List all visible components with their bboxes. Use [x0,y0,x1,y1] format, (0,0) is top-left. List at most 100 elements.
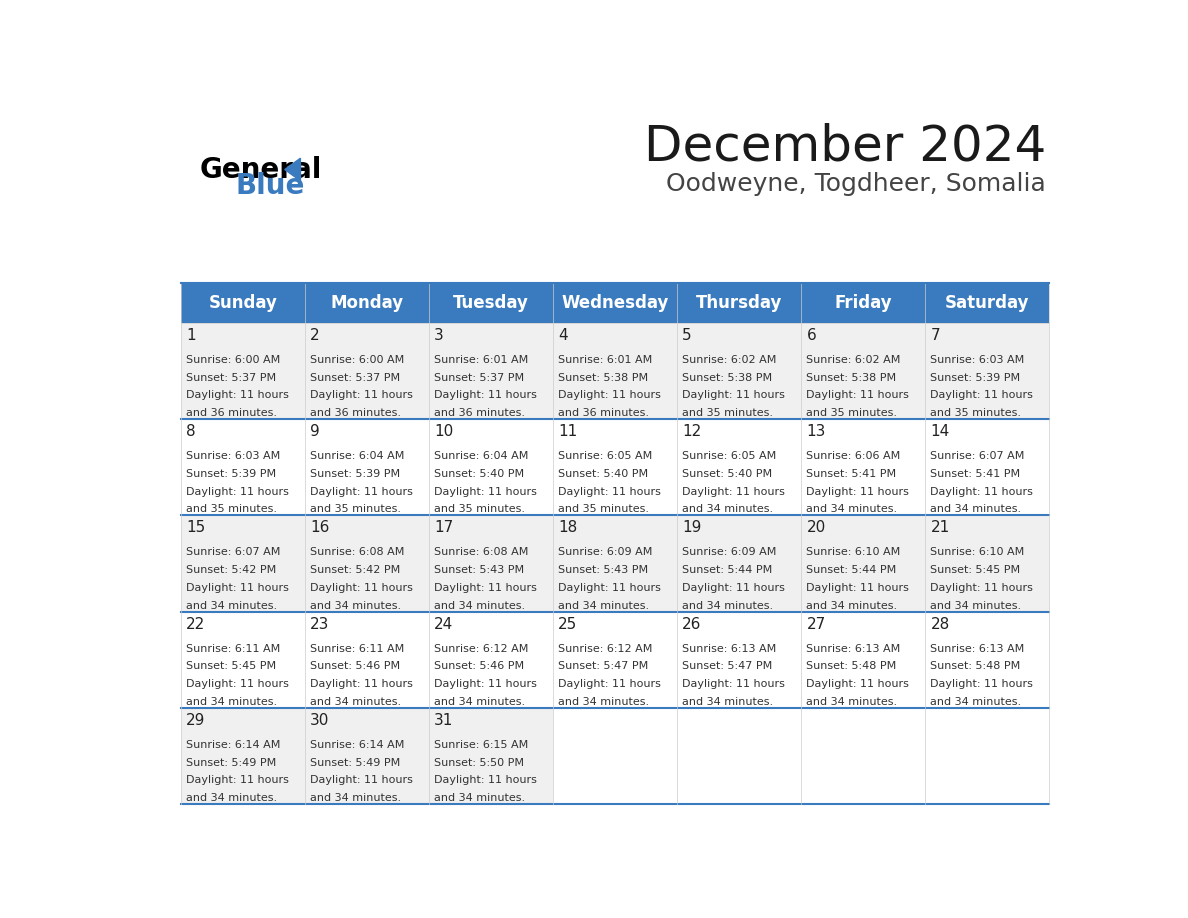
Text: Sunset: 5:47 PM: Sunset: 5:47 PM [682,661,772,671]
Text: 19: 19 [682,521,702,535]
Text: Daylight: 11 hours: Daylight: 11 hours [187,487,289,497]
Text: and 34 minutes.: and 34 minutes. [682,600,773,610]
Text: Sunset: 5:41 PM: Sunset: 5:41 PM [930,469,1020,479]
Bar [677,611,801,708]
Text: Sunrise: 6:09 AM: Sunrise: 6:09 AM [558,547,652,557]
Text: Daylight: 11 hours: Daylight: 11 hours [807,583,909,593]
Text: Sunset: 5:39 PM: Sunset: 5:39 PM [930,373,1020,383]
Text: and 35 minutes.: and 35 minutes. [187,504,277,514]
Text: Friday: Friday [834,294,892,312]
Bar [801,516,925,611]
Text: Daylight: 11 hours: Daylight: 11 hours [930,487,1034,497]
Text: 15: 15 [187,521,206,535]
Text: Sunrise: 6:12 AM: Sunrise: 6:12 AM [558,644,652,654]
Bar [429,420,552,516]
Bar [181,323,305,420]
Text: Sunset: 5:38 PM: Sunset: 5:38 PM [558,373,649,383]
Text: Sunrise: 6:07 AM: Sunrise: 6:07 AM [187,547,280,557]
Text: and 36 minutes.: and 36 minutes. [310,409,402,419]
Text: Daylight: 11 hours: Daylight: 11 hours [558,390,662,400]
Text: Tuesday: Tuesday [453,294,529,312]
Text: Sunset: 5:46 PM: Sunset: 5:46 PM [310,661,400,671]
Text: and 34 minutes.: and 34 minutes. [558,697,650,707]
Bar [181,284,305,323]
Text: Sunrise: 6:11 AM: Sunrise: 6:11 AM [310,644,405,654]
Bar [801,611,925,708]
Text: 29: 29 [187,713,206,728]
Text: Daylight: 11 hours: Daylight: 11 hours [310,679,413,689]
Text: Sunrise: 6:13 AM: Sunrise: 6:13 AM [930,644,1025,654]
Text: Daylight: 11 hours: Daylight: 11 hours [187,583,289,593]
Text: Oodweyne, Togdheer, Somalia: Oodweyne, Togdheer, Somalia [666,172,1047,196]
Text: and 35 minutes.: and 35 minutes. [558,504,650,514]
Text: Sunrise: 6:08 AM: Sunrise: 6:08 AM [310,547,405,557]
Text: 5: 5 [682,328,691,342]
Text: Sunset: 5:37 PM: Sunset: 5:37 PM [187,373,277,383]
Bar [305,708,429,804]
Text: and 34 minutes.: and 34 minutes. [930,504,1022,514]
Text: 25: 25 [558,617,577,632]
Bar [305,323,429,420]
Bar [677,420,801,516]
Text: Sunrise: 6:04 AM: Sunrise: 6:04 AM [435,451,529,461]
Text: Daylight: 11 hours: Daylight: 11 hours [807,390,909,400]
Text: and 34 minutes.: and 34 minutes. [310,793,402,803]
Text: Daylight: 11 hours: Daylight: 11 hours [930,679,1034,689]
Text: Monday: Monday [330,294,404,312]
Text: Daylight: 11 hours: Daylight: 11 hours [187,776,289,786]
Text: Daylight: 11 hours: Daylight: 11 hours [807,679,909,689]
Text: Sunset: 5:50 PM: Sunset: 5:50 PM [435,757,524,767]
Bar [925,611,1049,708]
Text: Sunrise: 6:07 AM: Sunrise: 6:07 AM [930,451,1025,461]
Text: 4: 4 [558,328,568,342]
Text: Sunrise: 6:06 AM: Sunrise: 6:06 AM [807,451,901,461]
Text: Blue: Blue [236,172,305,200]
Text: Sunrise: 6:01 AM: Sunrise: 6:01 AM [435,354,529,364]
Text: Saturday: Saturday [944,294,1029,312]
Text: Sunset: 5:40 PM: Sunset: 5:40 PM [558,469,649,479]
Text: 27: 27 [807,617,826,632]
Bar [429,611,552,708]
Text: Sunset: 5:45 PM: Sunset: 5:45 PM [187,661,277,671]
Text: Sunset: 5:39 PM: Sunset: 5:39 PM [187,469,277,479]
Text: Daylight: 11 hours: Daylight: 11 hours [558,679,662,689]
Text: Daylight: 11 hours: Daylight: 11 hours [435,583,537,593]
Text: Daylight: 11 hours: Daylight: 11 hours [807,487,909,497]
Text: Daylight: 11 hours: Daylight: 11 hours [435,390,537,400]
Bar [925,284,1049,323]
Text: 30: 30 [310,713,329,728]
Text: 13: 13 [807,424,826,439]
Text: Sunset: 5:47 PM: Sunset: 5:47 PM [558,661,649,671]
Text: 20: 20 [807,521,826,535]
Bar [925,420,1049,516]
Text: and 34 minutes.: and 34 minutes. [310,600,402,610]
Text: Sunrise: 6:02 AM: Sunrise: 6:02 AM [807,354,901,364]
Text: and 34 minutes.: and 34 minutes. [435,793,525,803]
Bar [677,284,801,323]
Text: 2: 2 [310,328,320,342]
Text: Sunrise: 6:04 AM: Sunrise: 6:04 AM [310,451,405,461]
Text: Daylight: 11 hours: Daylight: 11 hours [310,776,413,786]
Text: Sunrise: 6:01 AM: Sunrise: 6:01 AM [558,354,652,364]
Text: Daylight: 11 hours: Daylight: 11 hours [310,390,413,400]
Text: 26: 26 [682,617,702,632]
Text: 3: 3 [435,328,444,342]
Text: Sunrise: 6:13 AM: Sunrise: 6:13 AM [682,644,777,654]
Text: 22: 22 [187,617,206,632]
Bar [305,284,429,323]
Text: Sunrise: 6:05 AM: Sunrise: 6:05 AM [682,451,777,461]
Text: 17: 17 [435,521,454,535]
Text: Daylight: 11 hours: Daylight: 11 hours [930,583,1034,593]
Text: and 36 minutes.: and 36 minutes. [558,409,650,419]
Bar [552,516,677,611]
Text: Sunset: 5:48 PM: Sunset: 5:48 PM [807,661,897,671]
Text: Sunset: 5:40 PM: Sunset: 5:40 PM [682,469,772,479]
Text: and 34 minutes.: and 34 minutes. [187,600,277,610]
Text: 24: 24 [435,617,454,632]
Bar [552,420,677,516]
Bar [925,323,1049,420]
Text: Sunrise: 6:11 AM: Sunrise: 6:11 AM [187,644,280,654]
Text: Daylight: 11 hours: Daylight: 11 hours [310,583,413,593]
Text: 9: 9 [310,424,320,439]
Text: and 34 minutes.: and 34 minutes. [187,793,277,803]
